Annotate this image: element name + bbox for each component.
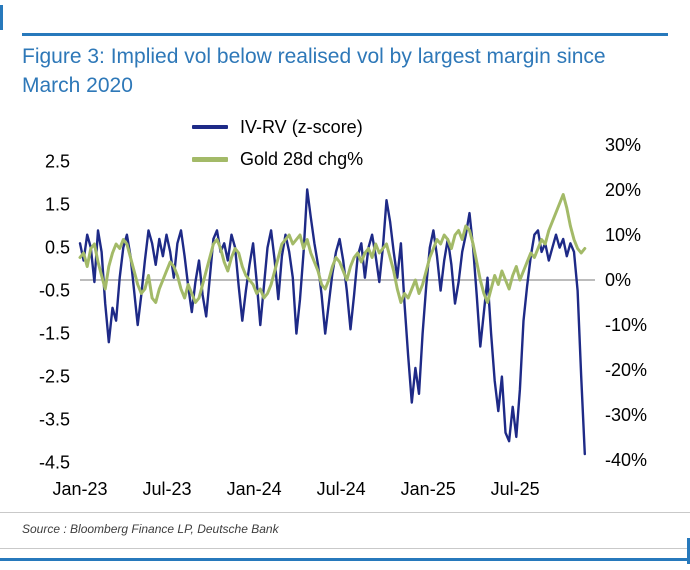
right-axis-tick-label: -10% [605,315,647,335]
title-top-rule [22,33,668,36]
x-axis-tick-label: Jul-23 [142,479,191,499]
chart-legend: IV-RV (z-score) Gold 28d chg% [192,113,363,173]
series-line-iv-rv [78,188,586,456]
legend-label-iv-rv: IV-RV (z-score) [240,116,363,137]
bottom-accent-rule [0,558,690,561]
legend-item-iv-rv: IV-RV (z-score) [192,113,363,141]
x-axis-tick-label: Jan-24 [227,479,282,499]
left-axis-tick-label: -0.5 [39,281,70,301]
legend-swatch-iv-rv [192,125,228,129]
x-axis-tick-label: Jul-25 [491,479,540,499]
legend-swatch-gold [192,156,228,162]
left-axis-tick-label: -1.5 [39,324,70,344]
right-axis-tick-label: 30% [605,135,641,155]
right-axis-tick-label: -40% [605,450,647,470]
left-axis-tick-label: -2.5 [39,367,70,387]
footer-divider-top [0,512,690,513]
right-axis-tick-label: 20% [605,180,641,200]
left-edge-accent [0,5,3,30]
right-edge-accent [687,538,690,564]
right-axis-tick-label: 0% [605,270,631,290]
chart-area: 2.5 1.5 0.5 -0.5 -1.5 -2.5 -3.5 -4.5 30% 20% 10% 0%… [0,105,690,505]
legend-label-gold: Gold 28d chg% [240,148,364,169]
footer-divider-bottom [0,548,690,549]
figure-title: Figure 3: Implied vol below realised vol… [22,45,606,97]
left-axis-tick-label: 2.5 [45,152,70,172]
chart-canvas: 2.5 1.5 0.5 -0.5 -1.5 -2.5 -3.5 -4.5 30% 20% 10% 0%… [39,135,647,499]
series-line-gold [78,193,587,304]
right-axis-tick-label: 10% [605,225,641,245]
source-text: Source : Bloomberg Finance LP, Deutsche … [22,522,279,536]
right-axis-tick-label: -30% [605,405,647,425]
x-axis-tick-label: Jan-23 [52,479,107,499]
left-axis-tick-label: -4.5 [39,453,70,473]
x-axis-tick-label: Jan-25 [401,479,456,499]
x-axis-tick-label: Jul-24 [317,479,366,499]
legend-item-gold: Gold 28d chg% [192,145,363,173]
left-axis-tick-label: 1.5 [45,195,70,215]
left-axis-tick-label: -3.5 [39,410,70,430]
right-axis-tick-label: -20% [605,360,647,380]
left-axis-tick-label: 0.5 [45,238,70,258]
